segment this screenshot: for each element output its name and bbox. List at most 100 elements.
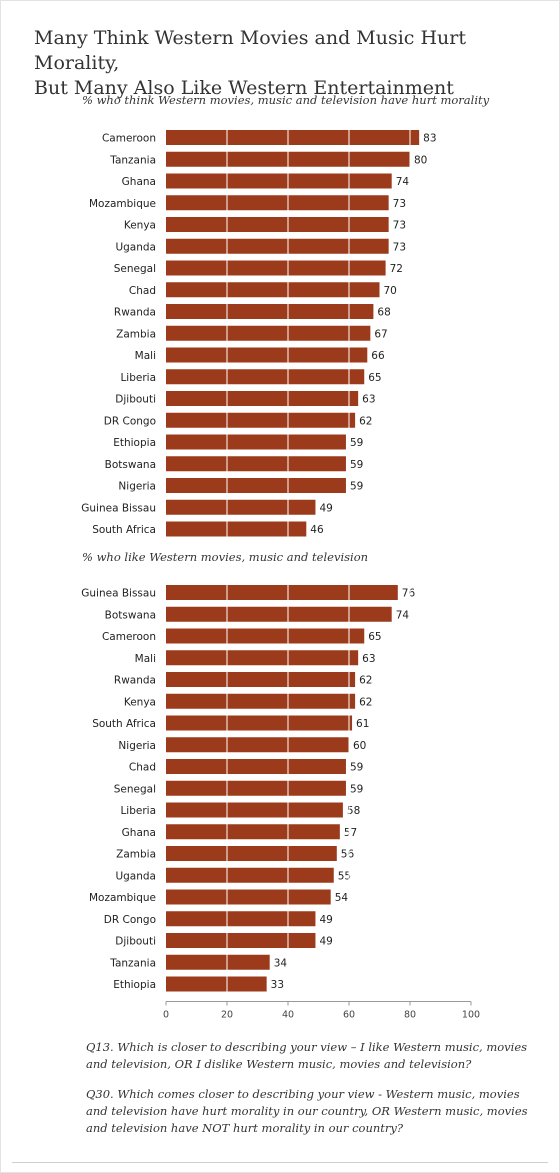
value-label-1-5: 73 — [393, 241, 406, 253]
category-label-2-17: Tanzania — [109, 957, 156, 969]
value-label-2-5: 62 — [359, 696, 372, 708]
category-label-2-16: Djibouti — [115, 936, 156, 948]
category-label-1-9: Zambia — [116, 328, 156, 340]
category-label-1-14: Ethiopia — [113, 437, 156, 449]
category-label-1-7: Chad — [129, 285, 156, 297]
bar-1-13 — [166, 412, 356, 428]
bar-2-5 — [166, 693, 356, 709]
bar-2-15 — [166, 911, 316, 927]
value-label-1-13: 62 — [359, 415, 372, 427]
x-tick-label-0: 0 — [163, 1010, 169, 1021]
value-label-1-7: 70 — [384, 285, 397, 297]
bar-1-12 — [166, 391, 359, 406]
category-label-1-13: DR Congo — [104, 415, 156, 427]
bar-2-2 — [166, 628, 365, 644]
bar-1-18 — [166, 521, 307, 537]
value-label-2-9: 59 — [350, 783, 363, 795]
category-label-1-16: Nigeria — [118, 481, 156, 493]
category-label-1-8: Rwanda — [114, 307, 156, 319]
bottom-divider — [12, 1162, 548, 1163]
x-tick-label-60: 60 — [343, 1010, 355, 1021]
bar-2-13 — [166, 867, 334, 883]
category-label-1-1: Tanzania — [109, 154, 156, 166]
value-label-1-11: 65 — [368, 372, 381, 384]
category-label-1-17: Guinea Bissau — [81, 502, 156, 514]
value-label-2-2: 65 — [368, 631, 381, 643]
footnote-q30: Q30. Which comes closer to describing yo… — [86, 1087, 528, 1135]
value-label-1-14: 59 — [350, 437, 363, 449]
category-label-2-8: Chad — [129, 762, 156, 774]
category-label-2-12: Zambia — [116, 849, 156, 861]
value-label-1-9: 67 — [374, 328, 387, 340]
category-label-1-6: Senegal — [114, 263, 156, 275]
category-label-2-0: Guinea Bissau — [81, 588, 156, 600]
bar-2-18 — [166, 976, 267, 992]
category-label-1-4: Kenya — [124, 220, 156, 232]
bar-2-11 — [166, 824, 340, 840]
bar-1-16 — [166, 478, 346, 493]
value-label-2-1: 74 — [396, 609, 410, 621]
value-label-1-12: 63 — [362, 394, 375, 406]
bar-1-10 — [166, 347, 368, 363]
bar-1-11 — [166, 369, 365, 385]
category-label-1-10: Mali — [135, 350, 156, 362]
value-label-2-13: 55 — [338, 870, 351, 882]
category-label-2-2: Cameroon — [102, 631, 156, 643]
category-label-2-14: Mozambique — [89, 892, 156, 904]
value-label-1-1: 80 — [414, 154, 427, 166]
category-label-1-11: Liberia — [120, 372, 156, 384]
bar-2-6 — [166, 715, 353, 731]
x-tick-label-100: 100 — [462, 1010, 480, 1021]
chart-title-line-1: Many Think Western Movies and Music Hurt… — [34, 27, 467, 74]
value-label-2-12: 56 — [341, 849, 355, 861]
value-label-1-17: 49 — [319, 502, 332, 514]
value-label-1-4: 73 — [393, 220, 406, 232]
bar-1-15 — [166, 456, 346, 472]
category-label-2-10: Liberia — [120, 805, 156, 817]
footnote-q13: Q13. Which is closer to describing your … — [86, 1040, 528, 1071]
category-label-2-7: Nigeria — [118, 740, 156, 752]
bar-1-6 — [166, 260, 386, 276]
x-tick-label-20: 20 — [221, 1010, 233, 1021]
value-label-2-14: 54 — [335, 892, 349, 904]
value-label-2-0: 76 — [402, 588, 416, 600]
value-label-2-6: 61 — [356, 718, 369, 730]
value-label-2-3: 63 — [362, 653, 375, 665]
value-label-1-6: 72 — [390, 263, 403, 275]
value-label-1-15: 59 — [350, 459, 363, 471]
value-label-1-3: 73 — [393, 198, 406, 210]
category-label-2-11: Ghana — [122, 827, 156, 839]
bar-1-5 — [166, 238, 389, 254]
bar-2-9 — [166, 780, 346, 796]
bar-2-10 — [166, 802, 343, 818]
bar-2-12 — [166, 846, 337, 861]
category-label-1-3: Mozambique — [89, 198, 156, 210]
bar-1-8 — [166, 304, 374, 319]
category-label-1-2: Ghana — [122, 176, 156, 188]
chart-title: Many Think Western Movies and Music Hurt… — [34, 26, 544, 101]
value-label-2-7: 60 — [353, 740, 366, 752]
category-label-2-4: Rwanda — [114, 675, 156, 687]
category-label-2-1: Botswana — [105, 609, 156, 621]
panel-1-subtitle: % who think Western movies, music and te… — [82, 93, 490, 107]
category-label-1-5: Uganda — [115, 241, 156, 253]
value-label-2-11: 57 — [344, 827, 357, 839]
category-label-1-0: Cameroon — [102, 133, 156, 145]
bar-2-17 — [166, 954, 270, 970]
category-label-1-15: Botswana — [105, 459, 156, 471]
value-label-2-16: 49 — [319, 936, 332, 948]
category-label-2-5: Kenya — [124, 696, 156, 708]
bar-1-7 — [166, 282, 380, 298]
bar-2-16 — [166, 933, 316, 948]
value-label-2-8: 59 — [350, 762, 363, 774]
bar-1-14 — [166, 434, 346, 450]
category-label-2-3: Mali — [135, 653, 156, 665]
bar-1-17 — [166, 499, 316, 515]
value-label-1-8: 68 — [377, 307, 390, 319]
bar-2-4 — [166, 672, 356, 687]
bar-1-9 — [166, 325, 371, 341]
value-label-2-17: 34 — [274, 957, 288, 969]
x-tick-label-40: 40 — [282, 1010, 294, 1021]
bar-2-3 — [166, 650, 359, 666]
